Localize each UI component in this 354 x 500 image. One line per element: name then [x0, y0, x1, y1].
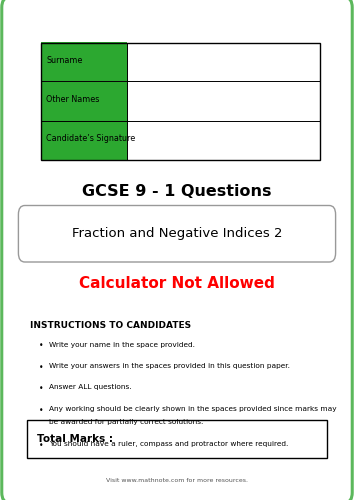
- Bar: [41, 120, 127, 160]
- Text: •: •: [39, 406, 43, 415]
- Bar: [41, 42, 127, 82]
- Text: You should have a ruler, compass and protractor where required.: You should have a ruler, compass and pro…: [49, 441, 288, 447]
- FancyBboxPatch shape: [18, 206, 336, 262]
- Text: •: •: [39, 384, 43, 394]
- Text: Write your name in the space provided.: Write your name in the space provided.: [49, 342, 195, 347]
- Text: Surname: Surname: [46, 56, 82, 64]
- Text: Write your answers in the spaces provided in this question paper.: Write your answers in the spaces provide…: [49, 363, 290, 369]
- Text: •: •: [39, 441, 43, 450]
- Bar: [41, 42, 320, 160]
- Text: Other Names: Other Names: [46, 94, 99, 104]
- Text: Answer ALL questions.: Answer ALL questions.: [49, 384, 131, 390]
- Bar: [27, 420, 327, 458]
- Text: Candidate’s Signature: Candidate’s Signature: [46, 134, 135, 142]
- Text: Visit www.mathnote.com for more resources.: Visit www.mathnote.com for more resource…: [106, 478, 248, 484]
- Text: Fraction and Negative Indices 2: Fraction and Negative Indices 2: [72, 227, 282, 240]
- Text: GCSE 9 - 1 Questions: GCSE 9 - 1 Questions: [82, 184, 272, 200]
- Text: •: •: [39, 363, 43, 372]
- Text: Total Marks :: Total Marks :: [37, 434, 113, 444]
- Text: Calculator Not Allowed: Calculator Not Allowed: [79, 276, 275, 291]
- Bar: [41, 82, 127, 120]
- Text: be awarded for partially correct solutions.: be awarded for partially correct solutio…: [49, 420, 203, 426]
- Text: INSTRUCTIONS TO CANDIDATES: INSTRUCTIONS TO CANDIDATES: [30, 322, 191, 330]
- Text: Any working should be clearly shown in the spaces provided since marks may: Any working should be clearly shown in t…: [49, 406, 336, 412]
- Text: •: •: [39, 342, 43, 350]
